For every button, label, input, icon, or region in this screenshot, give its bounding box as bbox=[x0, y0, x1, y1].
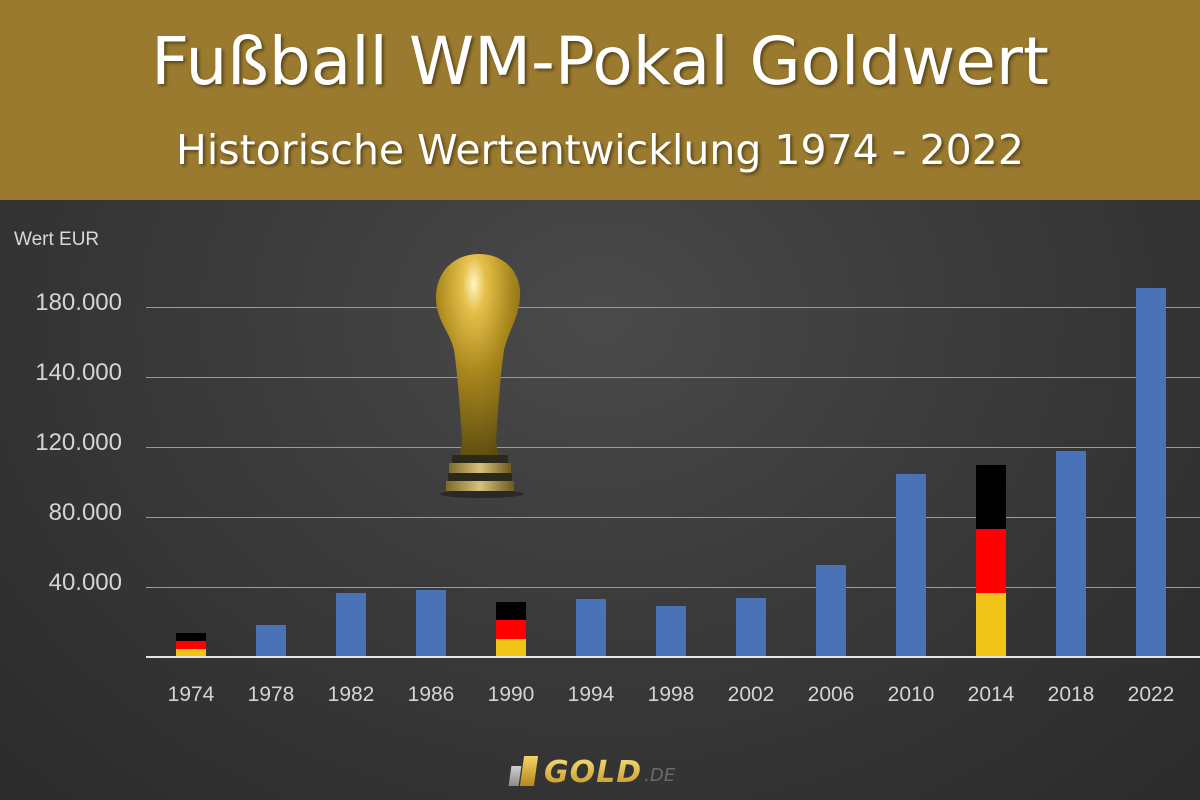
y-axis-title: Wert EUR bbox=[14, 229, 100, 250]
x-tick-label: 1994 bbox=[567, 683, 615, 706]
y-tick-label: 40.000 bbox=[48, 569, 122, 596]
x-tick-label: 2010 bbox=[887, 683, 935, 706]
gridline bbox=[146, 517, 1200, 518]
y-tick-label: 140.000 bbox=[35, 359, 122, 386]
x-tick-label: 2022 bbox=[1127, 683, 1175, 706]
x-tick-label: 2006 bbox=[807, 683, 855, 706]
gridline bbox=[146, 587, 1200, 588]
flag-black-segment bbox=[976, 465, 1006, 529]
flag-red-segment bbox=[176, 641, 206, 649]
y-tick-label: 180.000 bbox=[35, 289, 122, 316]
flag-black-segment bbox=[496, 602, 526, 621]
bar-1986 bbox=[416, 590, 446, 657]
x-tick-label: 1978 bbox=[247, 683, 295, 706]
flag-gold-segment bbox=[976, 593, 1006, 657]
x-tick-label: 2002 bbox=[727, 683, 775, 706]
bar-2006 bbox=[816, 565, 846, 657]
flag-gold-segment bbox=[176, 649, 206, 657]
x-tick-label: 2018 bbox=[1047, 683, 1095, 706]
gridline bbox=[146, 307, 1200, 308]
y-tick-label: 120.000 bbox=[35, 429, 122, 456]
flag-red-segment bbox=[976, 529, 1006, 593]
logo-suffix-text: .DE bbox=[644, 765, 676, 786]
bar-1990 bbox=[496, 602, 526, 657]
header-banner: Fußball WM-Pokal Goldwert Historische We… bbox=[0, 0, 1200, 200]
x-axis-line bbox=[146, 656, 1200, 658]
gold-bars-icon bbox=[508, 754, 544, 790]
bar-1978 bbox=[256, 625, 286, 657]
x-tick-label: 2014 bbox=[967, 683, 1015, 706]
x-tick-label: 1982 bbox=[327, 683, 375, 706]
bar-2014 bbox=[976, 465, 1006, 657]
world-cup-trophy-icon bbox=[436, 254, 524, 498]
y-tick-label: 80.000 bbox=[48, 499, 122, 526]
bar-1998 bbox=[656, 606, 686, 657]
bar-2022 bbox=[1136, 288, 1166, 657]
gridline bbox=[146, 447, 1200, 448]
bar-1994 bbox=[576, 599, 606, 657]
logo-brand-text: GOLD bbox=[544, 755, 643, 790]
gridline bbox=[146, 377, 1200, 378]
bar-2002 bbox=[736, 598, 766, 657]
gold-de-logo: GOLD .DE bbox=[508, 750, 676, 790]
x-tick-label: 1974 bbox=[167, 683, 215, 706]
flag-red-segment bbox=[496, 620, 526, 639]
chart-subtitle: Historische Wertentwicklung 1974 - 2022 bbox=[176, 126, 1024, 174]
chart-title: Fußball WM-Pokal Goldwert bbox=[151, 23, 1049, 100]
bar-1982 bbox=[336, 593, 366, 657]
x-tick-label: 1986 bbox=[407, 683, 455, 706]
x-tick-label: 1990 bbox=[487, 683, 535, 706]
bar-1974 bbox=[176, 633, 206, 657]
flag-black-segment bbox=[176, 633, 206, 641]
bar-2010 bbox=[896, 474, 926, 657]
bar-2018 bbox=[1056, 451, 1086, 657]
x-tick-label: 1998 bbox=[647, 683, 695, 706]
flag-gold-segment bbox=[496, 638, 526, 657]
